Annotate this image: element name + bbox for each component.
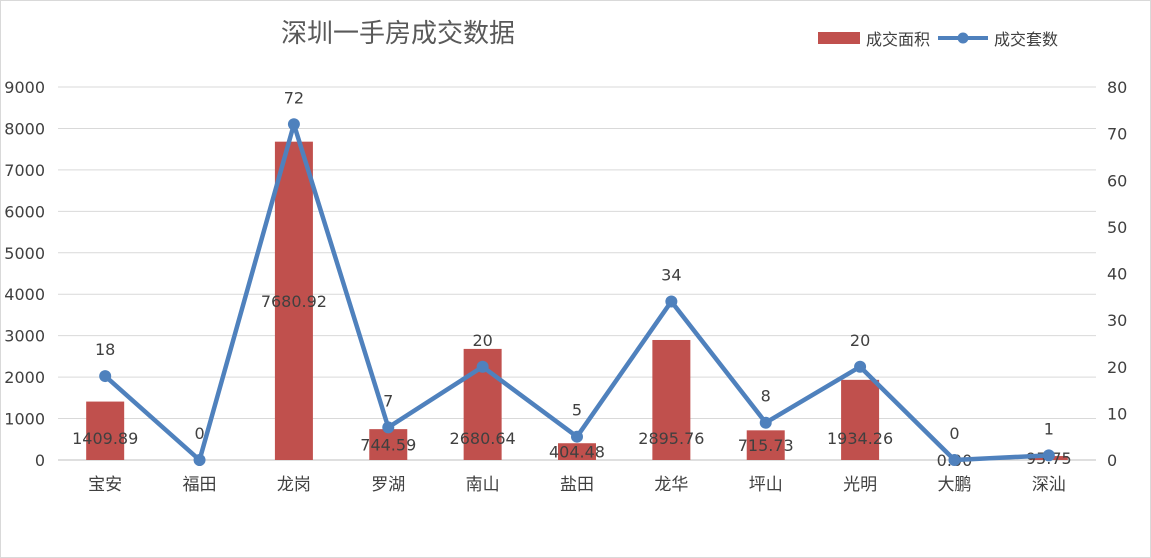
count-point xyxy=(854,360,867,373)
y-right-tick-label: 70 xyxy=(1107,125,1127,144)
x-tick-label: 福田 xyxy=(183,475,217,495)
count-point xyxy=(571,430,583,443)
y-right-tick-label: 50 xyxy=(1107,218,1127,237)
bar xyxy=(274,141,313,461)
y-axis-right: 0 10 20 30 40 50 60 70 80 xyxy=(1107,78,1127,470)
bar-data-label: 7680.92 xyxy=(261,292,327,311)
y-left-tick-label: 0 xyxy=(35,451,45,470)
y-axis-left: 0 1000 2000 3000 4000 5000 6000 7000 8000 9000 xyxy=(4,78,45,470)
legend-label-count: 成交套数 xyxy=(994,30,1058,49)
y-left-tick-label: 3000 xyxy=(4,327,45,346)
count-data-label: 7 xyxy=(383,391,393,410)
y-right-tick-label: 80 xyxy=(1107,78,1127,97)
legend-swatch-area xyxy=(818,32,860,44)
count-data-label: 34 xyxy=(661,265,681,284)
y-right-tick-label: 40 xyxy=(1107,265,1127,284)
legend-swatch-count-marker xyxy=(957,32,969,44)
x-tick-label: 龙华 xyxy=(654,475,688,495)
x-tick-label: 南山 xyxy=(466,475,500,495)
count-data-label: 20 xyxy=(472,331,492,350)
line-data-labels: 18 0 72 7 20 5 34 8 20 0 1 xyxy=(95,88,1054,443)
y-left-tick-label: 8000 xyxy=(4,119,45,138)
y-right-tick-label: 30 xyxy=(1107,311,1127,330)
y-left-tick-label: 9000 xyxy=(4,78,45,97)
bar xyxy=(652,339,691,460)
y-right-tick-label: 0 xyxy=(1107,451,1117,470)
count-point xyxy=(759,416,772,429)
count-point xyxy=(665,295,678,308)
bar xyxy=(369,429,408,460)
line-series-count xyxy=(99,118,1055,466)
legend: 成交面积 成交套数 xyxy=(818,30,1058,49)
bar xyxy=(746,430,785,460)
count-data-label: 1 xyxy=(1044,419,1054,438)
legend-label-area: 成交面积 xyxy=(866,30,930,49)
y-left-tick-label: 4000 xyxy=(4,285,45,304)
count-point xyxy=(1042,449,1055,462)
x-tick-label: 龙岗 xyxy=(277,475,311,495)
gridlines xyxy=(58,86,1096,461)
y-left-tick-label: 2000 xyxy=(4,368,45,387)
count-data-label: 0 xyxy=(194,424,204,443)
bar-series-area xyxy=(86,141,1068,461)
bar-data-label: 2680.64 xyxy=(450,429,516,448)
count-point xyxy=(476,360,489,373)
y-right-tick-label: 60 xyxy=(1107,171,1127,190)
bar xyxy=(86,401,125,460)
x-tick-label: 宝安 xyxy=(88,475,122,495)
count-data-label: 72 xyxy=(284,88,304,107)
x-tick-label: 深汕 xyxy=(1032,475,1066,495)
y-right-tick-label: 10 xyxy=(1107,404,1127,423)
count-data-label: 0 xyxy=(949,424,959,443)
count-point xyxy=(287,118,300,131)
bar-data-label: 1409.89 xyxy=(72,429,138,448)
count-point xyxy=(99,370,112,383)
count-data-label: 18 xyxy=(95,340,115,359)
count-data-label: 8 xyxy=(761,387,771,406)
count-point xyxy=(382,421,395,434)
bar-data-label: 1934.26 xyxy=(827,429,893,448)
bar-data-label: 2895.76 xyxy=(638,429,704,448)
count-point xyxy=(948,454,961,466)
bar-data-label: 404.48 xyxy=(549,443,605,462)
x-tick-label: 大鹏 xyxy=(937,475,971,495)
bar-data-label: 715.73 xyxy=(738,436,794,455)
x-tick-label: 罗湖 xyxy=(371,475,405,495)
bar xyxy=(558,443,596,460)
count-data-label: 20 xyxy=(850,331,870,350)
bar-data-labels: 1409.89 0 7680.92 744.59 2680.64 404.48 2895.7… xyxy=(72,292,1072,470)
count-point xyxy=(193,454,206,466)
x-tick-label: 光明 xyxy=(843,475,877,495)
x-tick-label: 坪山 xyxy=(749,475,783,495)
x-tick-label: 盐田 xyxy=(560,475,594,495)
bar xyxy=(841,379,880,460)
y-left-tick-label: 6000 xyxy=(4,202,45,221)
x-axis-categories: 宝安 福田 龙岗 罗湖 南山 盐田 龙华 坪山 光明 大鹏 深汕 xyxy=(88,475,1066,495)
y-right-tick-label: 20 xyxy=(1107,358,1127,377)
bar-data-label: 744.59 xyxy=(360,436,416,455)
count-data-label: 5 xyxy=(572,401,582,420)
chart-title: 深圳一手房成交数据 xyxy=(281,19,515,49)
y-left-tick-label: 1000 xyxy=(4,410,45,429)
y-left-tick-label: 5000 xyxy=(4,244,45,263)
y-left-tick-label: 7000 xyxy=(4,161,45,180)
